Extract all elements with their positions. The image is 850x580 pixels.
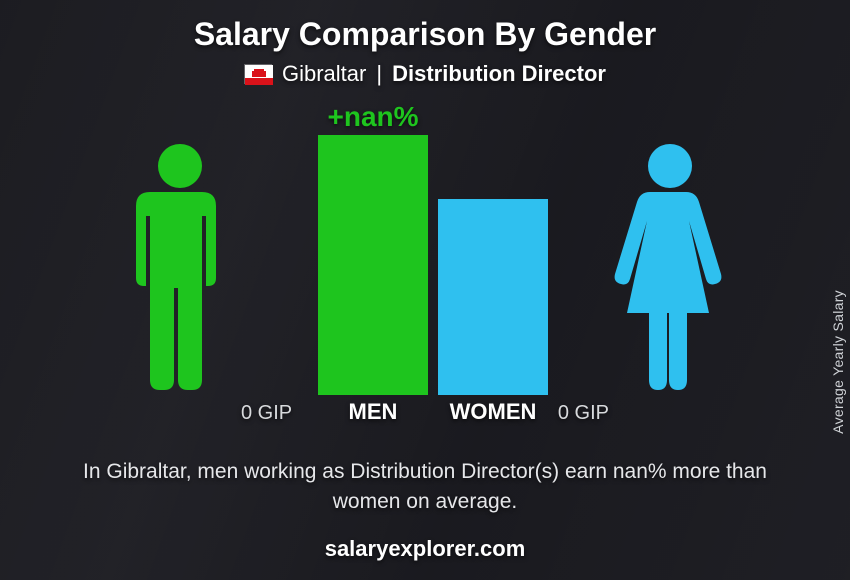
description-text: In Gibraltar, men working as Distributio… [0,457,850,518]
delta-label: +nan% [318,101,428,133]
bar-men: +nan% MEN [318,135,428,395]
subtitle-location: Gibraltar [282,61,366,87]
female-person-icon [605,140,735,395]
infographic-container: Salary Comparison By Gender Gibraltar | … [0,0,850,580]
bar-men-label: MEN [318,399,428,425]
subtitle-separator: | [376,61,382,87]
male-person-icon [115,140,245,395]
side-axis-label: Average Yearly Salary [830,290,846,434]
footer-source: salaryexplorer.com [0,536,850,562]
men-salary-value: 0 GIP [241,402,292,425]
page-title: Salary Comparison By Gender [194,16,656,53]
bar-women-label: WOMEN [438,399,548,425]
women-salary-value: 0 GIP [558,402,609,425]
chart-area: +nan% MEN WOMEN 0 GIP 0 GIP [105,105,745,425]
bar-women: WOMEN [438,199,548,395]
flag-icon [244,64,272,84]
subtitle-row: Gibraltar | Distribution Director [244,61,606,87]
subtitle-role: Distribution Director [392,61,606,87]
